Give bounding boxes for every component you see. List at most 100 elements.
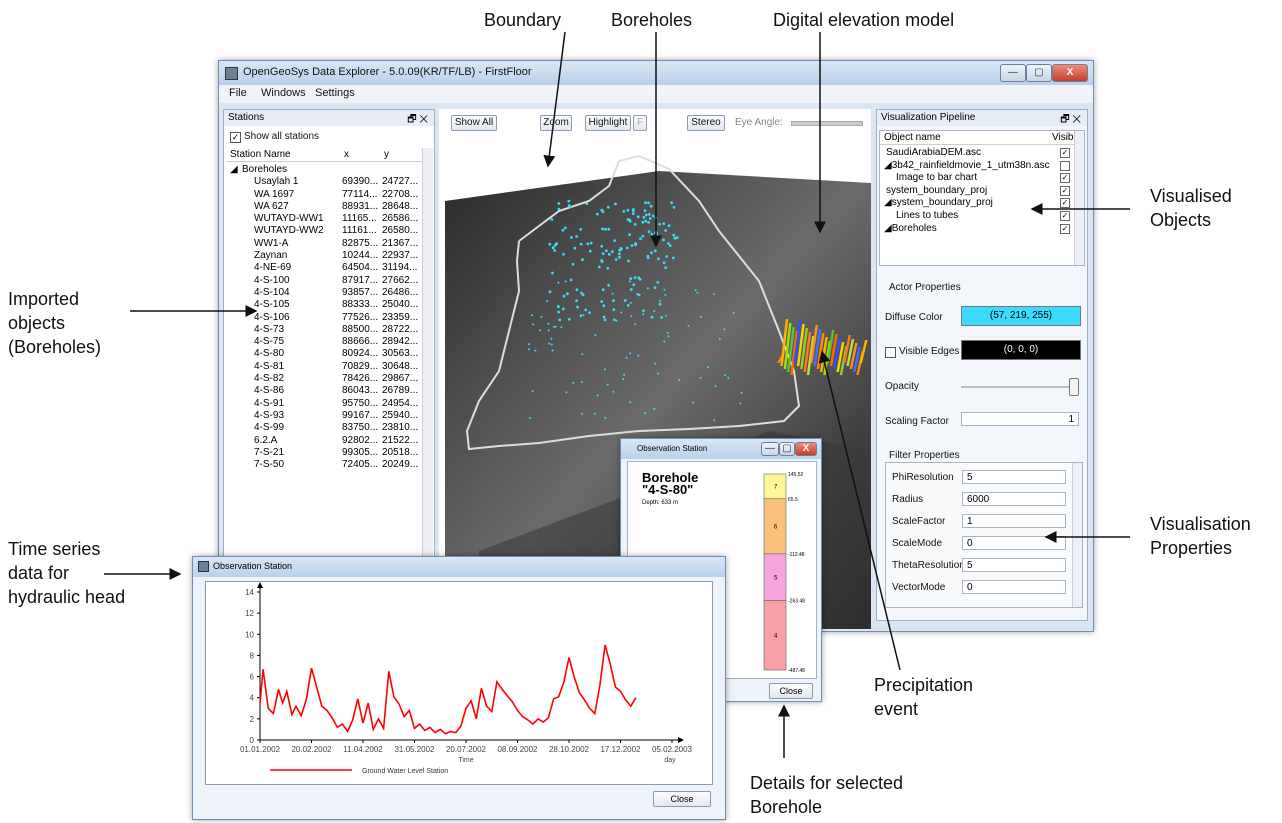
table-row[interactable]: 4-S-86 86043... 26789... [228, 385, 428, 397]
opacity-slider-handle[interactable] [1069, 378, 1079, 396]
borehole-point[interactable] [643, 209, 647, 212]
borehole-point[interactable] [575, 235, 578, 238]
borehole-point[interactable] [647, 221, 650, 224]
borehole-point[interactable] [732, 312, 735, 314]
borehole-point[interactable] [568, 317, 571, 321]
filter-value-input[interactable]: 1 [962, 514, 1066, 528]
borehole-point[interactable] [641, 220, 645, 224]
close-button[interactable]: X [1052, 64, 1088, 82]
borehole-point[interactable] [565, 391, 568, 394]
borehole-point[interactable] [557, 281, 560, 284]
borehole-point[interactable] [671, 256, 675, 260]
visible-edges-checkbox[interactable] [885, 347, 896, 358]
borehole-point[interactable] [694, 289, 697, 292]
borehole-point[interactable] [581, 258, 584, 261]
table-row[interactable]: WUTAYD-WW2 11161... 26580... [228, 225, 428, 237]
opacity-slider-track[interactable] [961, 386, 1075, 388]
time-series-chart[interactable]: 0 2 4 6 8 10 12 14 01.01.2002 20.02.2002 11.04.200… [206, 582, 712, 784]
borehole-point[interactable] [718, 338, 721, 340]
borehole-point[interactable] [628, 219, 632, 223]
borehole-point[interactable] [644, 213, 648, 217]
filter-value-input[interactable]: 0 [962, 580, 1066, 594]
borehole-point[interactable] [654, 362, 656, 365]
borehole-point[interactable] [664, 266, 668, 269]
borehole-point[interactable] [556, 305, 560, 309]
borehole-point[interactable] [625, 246, 629, 250]
borehole-point[interactable] [615, 319, 618, 322]
borehole-point[interactable] [604, 416, 607, 419]
pipeline-item[interactable]: ◢system_boundary_proj ✓ [880, 197, 1074, 210]
borehole-point[interactable] [650, 232, 654, 236]
borehole-point[interactable] [623, 299, 627, 302]
borehole-point[interactable] [581, 293, 585, 297]
table-row[interactable]: 4-S-75 88666... 28942... [228, 336, 428, 348]
borehole-point[interactable] [654, 231, 657, 234]
borehole-point[interactable] [546, 300, 548, 303]
borehole-point[interactable] [596, 212, 599, 216]
borehole-point[interactable] [644, 219, 648, 223]
table-row[interactable]: 4-S-73 88500... 28722... [228, 324, 428, 336]
borehole-point[interactable] [606, 383, 609, 386]
borehole-point[interactable] [699, 315, 702, 318]
borehole-point[interactable] [550, 337, 553, 340]
borehole-point[interactable] [647, 201, 650, 205]
borehole-point[interactable] [713, 419, 716, 422]
borehole-point[interactable] [551, 246, 555, 250]
borehole-point[interactable] [588, 249, 592, 253]
borehole-point[interactable] [562, 307, 565, 311]
table-row[interactable]: 7-S-50 72405... 20249... [228, 459, 428, 471]
borehole-point[interactable] [601, 227, 604, 231]
borehole-point[interactable] [714, 385, 717, 388]
table-row[interactable]: WA 1697 77114... 22708... [228, 189, 428, 201]
borehole-point[interactable] [626, 304, 630, 307]
filter-value-input[interactable]: 5 [962, 470, 1066, 484]
highlight-button[interactable]: Highlight [585, 115, 631, 131]
borehole-point[interactable] [601, 252, 605, 256]
borehole-point[interactable] [573, 246, 577, 250]
borehole-point[interactable] [625, 356, 628, 359]
borehole-point[interactable] [607, 227, 611, 231]
borehole-point[interactable] [619, 247, 623, 250]
borehole-point[interactable] [628, 280, 631, 283]
table-row[interactable]: 4-S-81 70829... 30648... [228, 361, 428, 373]
borehole-point[interactable] [554, 325, 557, 328]
borehole-point[interactable] [566, 292, 569, 296]
borehole-point[interactable] [662, 261, 666, 265]
borehole-point[interactable] [563, 226, 567, 230]
borehole-point[interactable] [613, 239, 616, 242]
borehole-point[interactable] [600, 208, 604, 212]
borehole-point[interactable] [629, 288, 633, 291]
borehole-point[interactable] [584, 308, 588, 312]
menu-windows[interactable]: Windows [261, 87, 306, 99]
borehole-point[interactable] [580, 381, 583, 384]
borehole-point[interactable] [597, 265, 601, 269]
borehole-point[interactable] [528, 417, 531, 419]
borehole-point[interactable] [539, 329, 542, 332]
borehole-point[interactable] [665, 255, 669, 258]
borehole-point[interactable] [557, 207, 561, 211]
borehole-point[interactable] [668, 244, 672, 247]
borehole-point[interactable] [631, 212, 635, 215]
borehole-point[interactable] [611, 292, 614, 295]
borehole-point[interactable] [740, 391, 743, 394]
borehole-point[interactable] [672, 205, 676, 209]
borehole-point[interactable] [551, 349, 554, 352]
panel-float-close-icons[interactable]: 🗗 ✕ [407, 114, 428, 125]
borehole-point[interactable] [727, 376, 730, 379]
title-bar[interactable]: OpenGeoSys Data Explorer - 5.0.09(KR/TF/… [219, 61, 1093, 85]
table-row[interactable]: 4-NE-69 64504... 31194... [228, 262, 428, 274]
borehole-point[interactable] [557, 202, 561, 205]
stereo-button[interactable]: Stereo [687, 115, 725, 131]
table-row[interactable]: 4-S-80 80924... 30563... [228, 348, 428, 360]
borehole-close-button[interactable]: Close [769, 683, 813, 699]
borehole-point[interactable] [553, 243, 557, 247]
borehole-point[interactable] [667, 335, 670, 338]
pipeline-item[interactable]: Image to bar chart ✓ [880, 172, 1074, 185]
table-row[interactable]: 6.2.A 92802... 21522... [228, 435, 428, 447]
borehole-point[interactable] [653, 249, 657, 253]
borehole-point[interactable] [593, 412, 596, 415]
borehole-point[interactable] [600, 300, 604, 303]
eye-angle-slider[interactable] [791, 121, 863, 126]
borehole-point[interactable] [667, 224, 671, 228]
borehole-point[interactable] [637, 293, 641, 297]
